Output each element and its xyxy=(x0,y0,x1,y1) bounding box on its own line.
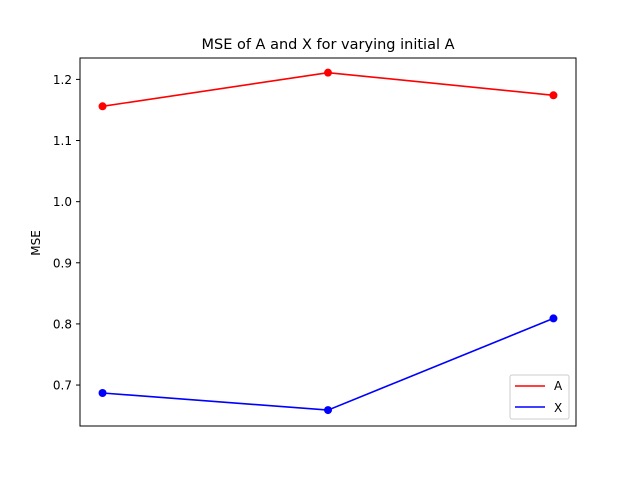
y-ticks: 0.7 0.8 0.9 1.0 1.1 1.2 xyxy=(53,73,80,393)
legend: A X xyxy=(509,374,570,420)
y-tick-label: 0.9 xyxy=(53,256,72,270)
plot-frame xyxy=(79,57,577,427)
series-point-x xyxy=(549,314,558,323)
series-point-a xyxy=(549,91,558,100)
series-point-x xyxy=(98,388,107,397)
y-tick-label: 1.1 xyxy=(53,134,72,148)
y-tick-label: 0.7 xyxy=(53,379,72,393)
y-axis-label: MSE xyxy=(29,230,43,256)
y-tick-label: 0.8 xyxy=(53,317,72,331)
legend-label-a: A xyxy=(554,379,563,393)
y-tick-label: 1.2 xyxy=(53,73,72,87)
y-tick-label: 1.0 xyxy=(53,195,72,209)
series-point-x xyxy=(324,406,332,415)
legend-label-x: X xyxy=(554,401,562,415)
chart-title: MSE of A and X for varying initial A xyxy=(201,37,454,53)
series-point-a xyxy=(324,68,332,77)
series-point-a xyxy=(98,102,107,111)
series-layer xyxy=(98,68,558,415)
